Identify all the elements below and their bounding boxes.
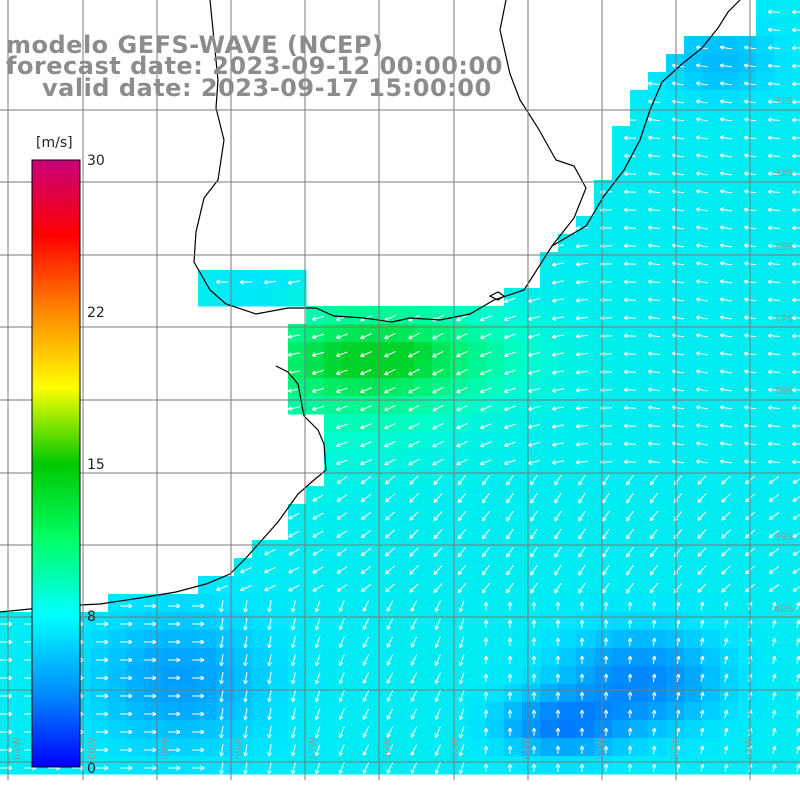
colorbar-gradient	[32, 160, 80, 767]
latitude-label: 35S	[774, 242, 793, 253]
colorbar-unit: [m/s]	[36, 135, 73, 151]
longitude-label: 55W	[450, 737, 461, 760]
colorbar-tick-8: 8	[87, 609, 96, 625]
longitude-label: 52W	[670, 737, 681, 760]
colorbar-tick-0: 0	[87, 761, 96, 777]
colorbar-tick-30: 30	[87, 153, 105, 169]
latitude-label: 33S	[774, 168, 793, 179]
latitude-label: 31S	[774, 96, 793, 107]
longitude-label: 53W	[596, 737, 607, 760]
longitude-label: 56W	[382, 737, 393, 760]
latitude-label: 37S	[774, 314, 793, 325]
latitude-label: 40S	[774, 604, 793, 615]
longitude-label: 59W	[160, 737, 171, 760]
longitude-label: 51W	[744, 737, 755, 760]
latitude-label: 38S	[774, 386, 793, 397]
colorbar-tick-15: 15	[87, 457, 105, 473]
latitude-label: 39S	[774, 532, 793, 543]
longitude-label: 58W	[234, 737, 245, 760]
longitude-label: 57W	[308, 737, 319, 760]
longitude-label: 54W	[522, 737, 533, 760]
longitude-label: 61W	[12, 737, 23, 760]
colorbar-tick-22: 22	[87, 305, 105, 321]
longitude-label: 60W	[87, 737, 98, 760]
valid-date: valid date: 2023-09-17 15:00:00	[42, 76, 492, 100]
